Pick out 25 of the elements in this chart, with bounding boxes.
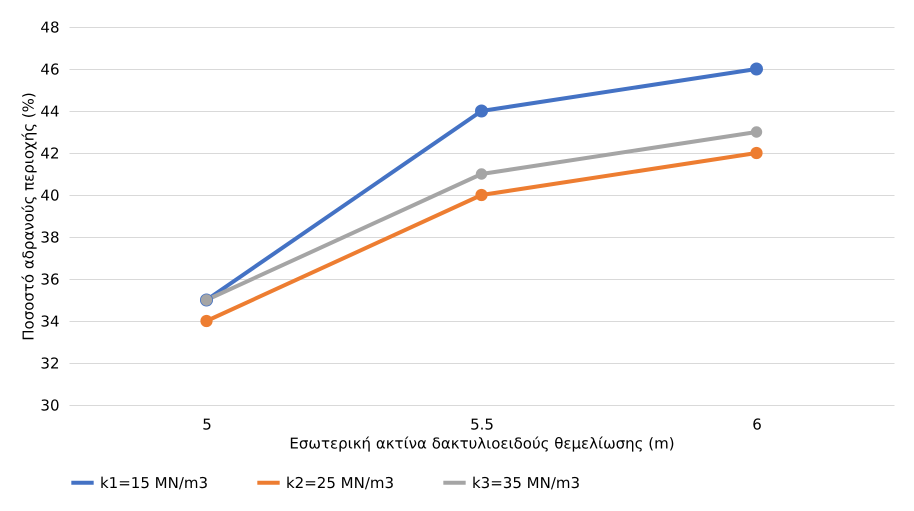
point bbox=[750, 62, 764, 76]
x-tick-label: 5.5 bbox=[470, 416, 494, 434]
y-tick-label: 38 bbox=[40, 228, 60, 246]
point bbox=[200, 314, 213, 328]
y-tick-label: 42 bbox=[40, 144, 60, 162]
y-tick-label: 44 bbox=[40, 102, 60, 120]
y-tick-label: 40 bbox=[40, 186, 60, 204]
y-tick-label: 34 bbox=[40, 312, 60, 330]
point bbox=[476, 168, 488, 180]
x-axis-title: Εσωτερική ακτίνα δακτυλιοειδούς θεμελίωσης (m) bbox=[289, 434, 675, 452]
point bbox=[750, 126, 762, 138]
point bbox=[475, 188, 488, 202]
x-tick-label: 5 bbox=[202, 416, 212, 434]
y-tick-label: 36 bbox=[40, 270, 60, 288]
y-tick-label: 32 bbox=[40, 354, 60, 372]
point bbox=[474, 104, 488, 118]
x-tick-label: 6 bbox=[752, 416, 762, 434]
y-tick-label: 30 bbox=[40, 396, 60, 414]
legend-label: k2=25 MN/m3 bbox=[286, 474, 394, 492]
y-tick-label: 48 bbox=[40, 18, 60, 36]
legend-label: k1=15 MN/m3 bbox=[100, 474, 208, 492]
y-tick-label: 46 bbox=[40, 60, 60, 78]
legend-label: k3=35 MN/m3 bbox=[472, 474, 580, 492]
y-axis-title: Ποσοστό αδρανούς περιοχής (%) bbox=[19, 92, 38, 341]
point bbox=[750, 146, 763, 160]
